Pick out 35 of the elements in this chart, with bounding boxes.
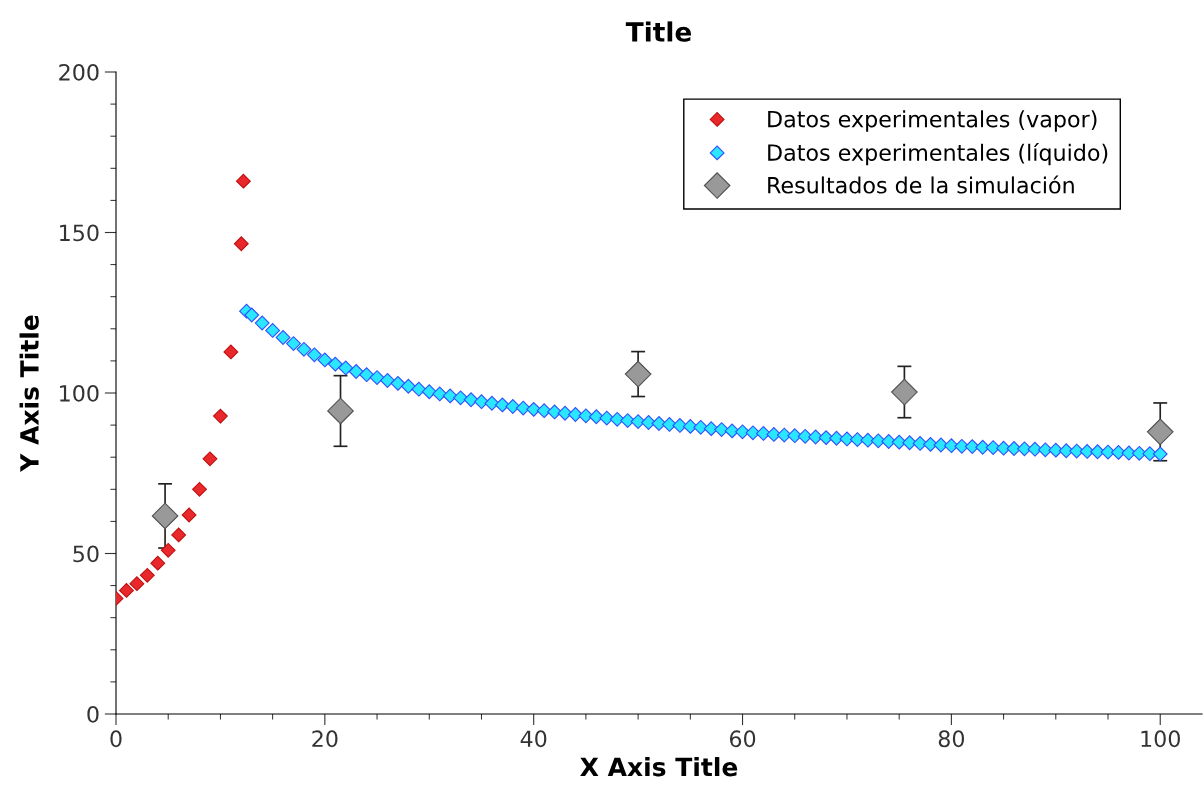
x-axis-title: X Axis Title	[580, 757, 738, 777]
point	[223, 344, 239, 360]
point	[235, 173, 251, 189]
point	[212, 408, 228, 424]
y-tick-label: 0	[87, 705, 99, 723]
chart-title: Title	[625, 21, 692, 42]
point	[202, 451, 218, 467]
y-tick-label: 200	[59, 63, 99, 81]
y-tick-label: 50	[73, 545, 99, 563]
point	[891, 378, 918, 406]
x-tick-label: 100	[1141, 730, 1180, 748]
point	[150, 555, 166, 571]
point	[181, 507, 197, 523]
x-tick-label: 20	[312, 730, 338, 748]
y-tick-label: 100	[60, 384, 99, 402]
point	[171, 527, 187, 543]
point	[192, 481, 207, 497]
point	[160, 542, 176, 558]
legend-label: Datos experimentales (líquido)	[768, 142, 1108, 166]
point	[1146, 418, 1174, 446]
point	[139, 567, 155, 583]
x-tick-label: 80	[938, 730, 965, 748]
legend-label: Resultados de la simulación	[768, 175, 1074, 194]
x-tick-label: 40	[520, 730, 547, 748]
point	[119, 582, 134, 598]
x-tick-label: 0	[110, 730, 122, 748]
point	[129, 576, 145, 592]
x-tick-label: 60	[729, 730, 756, 748]
point	[233, 236, 249, 252]
legend-label: Datos experimentales (vapor)	[768, 110, 1097, 132]
point	[624, 360, 652, 388]
y-tick-label: 150	[60, 224, 99, 242]
point	[151, 502, 179, 530]
y-axis-title: Y Axis Title	[19, 315, 39, 473]
point	[327, 397, 354, 425]
